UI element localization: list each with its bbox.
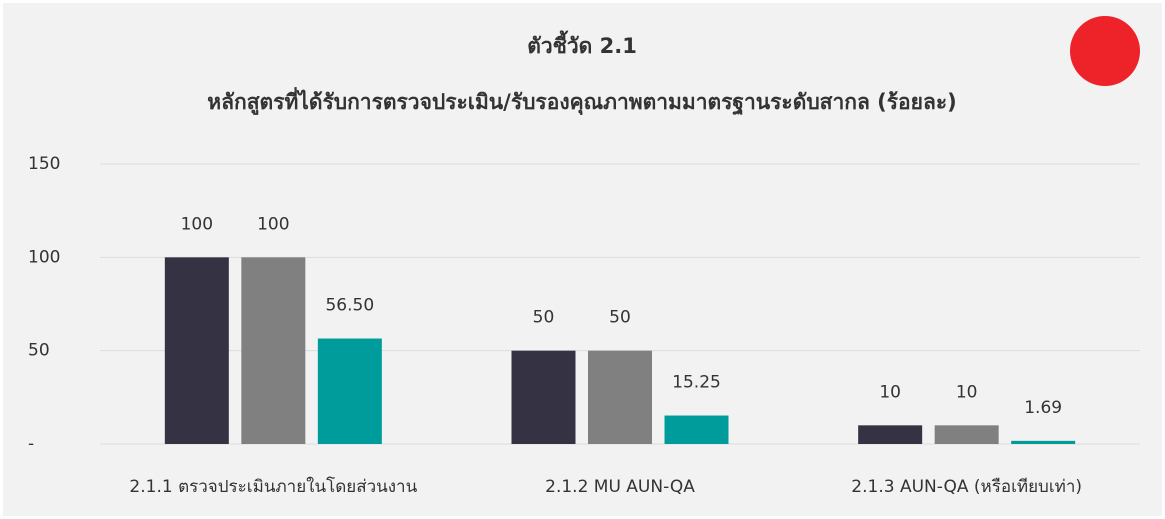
bar (588, 350, 652, 444)
value-label: 100 (257, 214, 289, 234)
value-label: 50 (533, 308, 555, 328)
bar (858, 425, 923, 444)
value-label: 1.69 (1024, 398, 1062, 418)
x-tick-label: 2.1.1 ตรวจประเมินภายในโดยส่วนงาน (129, 476, 417, 497)
chart-subtitle: หลักสูตรที่ได้รับการตรวจประเมิน/รับรองคุ… (207, 86, 956, 116)
y-tick-label: - (28, 434, 34, 454)
value-label: 10 (956, 382, 978, 402)
bar (1011, 440, 1076, 444)
bar (317, 338, 382, 444)
bar (511, 350, 576, 444)
bar (664, 415, 729, 444)
bar (164, 257, 229, 444)
value-label: 100 (181, 214, 213, 234)
bar (934, 425, 999, 444)
y-tick-label: 150 (28, 154, 60, 174)
value-label: 56.50 (325, 296, 374, 316)
y-tick-label: 50 (28, 341, 50, 361)
x-tick-label: 2.1.3 AUN-QA (หรือเทียบเท่า) (851, 477, 1082, 497)
chart-title: ตัวชี้วัด 2.1 (527, 30, 637, 58)
bar (241, 257, 306, 444)
status-indicator (1070, 16, 1140, 86)
value-label: 10 (879, 382, 901, 402)
value-label: 15.25 (672, 373, 721, 393)
y-tick-label: 100 (28, 247, 60, 267)
x-tick-label: 2.1.2 MU AUN-QA (545, 477, 695, 497)
value-label: 50 (609, 308, 631, 328)
